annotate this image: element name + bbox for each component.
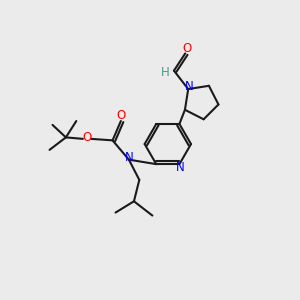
Text: N: N xyxy=(185,80,194,93)
Text: O: O xyxy=(182,42,191,55)
Text: N: N xyxy=(176,161,184,174)
Text: O: O xyxy=(82,131,91,144)
Text: H: H xyxy=(161,66,170,79)
Text: N: N xyxy=(124,151,133,164)
Text: O: O xyxy=(117,109,126,122)
